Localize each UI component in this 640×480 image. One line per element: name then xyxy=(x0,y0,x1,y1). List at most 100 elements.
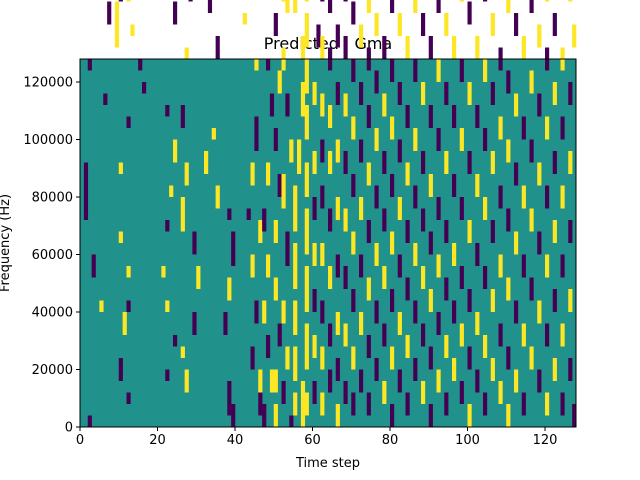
heatmap-cell xyxy=(328,323,333,347)
x-tick-label: 0 xyxy=(76,433,84,448)
heatmap-cell xyxy=(161,266,166,278)
heatmap-cell xyxy=(359,139,364,163)
heatmap-cell xyxy=(343,93,348,117)
y-tick-label: 120000 xyxy=(23,76,73,91)
heatmap-cell xyxy=(537,369,542,393)
heatmap-cell xyxy=(467,289,472,312)
heatmap-cell xyxy=(118,0,123,2)
heatmap-cell xyxy=(428,404,433,427)
heatmap-cell xyxy=(211,128,216,140)
heatmap-cell xyxy=(552,289,557,312)
heatmap-cell xyxy=(99,300,104,312)
heatmap-cell xyxy=(304,266,309,312)
heatmap-cell xyxy=(475,369,480,393)
heatmap-cell xyxy=(483,197,488,220)
heatmap-cell xyxy=(304,162,309,197)
heatmap-cell xyxy=(359,82,364,105)
heatmap-cell xyxy=(467,346,472,370)
heatmap-cell xyxy=(126,300,131,312)
heatmap-cell xyxy=(467,220,472,243)
heatmap-cell xyxy=(366,392,371,416)
heatmap-cell xyxy=(483,335,488,358)
heatmap-cell xyxy=(83,162,89,220)
heatmap-cell xyxy=(281,381,286,404)
heatmap-cell xyxy=(320,0,325,2)
heatmap-cell xyxy=(165,369,170,381)
plot-frame xyxy=(79,58,577,428)
heatmap-cell xyxy=(490,151,495,174)
heatmap-cell xyxy=(285,0,290,13)
heatmap-cell xyxy=(304,105,309,140)
heatmap-cell xyxy=(397,13,402,36)
heatmap-cell xyxy=(250,162,255,186)
heatmap-cell xyxy=(459,266,464,289)
heatmap-cell xyxy=(142,82,147,94)
heatmap-cell xyxy=(118,162,123,174)
heatmap-cell xyxy=(390,404,395,427)
heatmap-cell xyxy=(452,36,457,59)
heatmap-cell xyxy=(568,82,573,105)
heatmap-cell xyxy=(397,312,402,335)
heatmap-cell xyxy=(397,254,402,278)
heatmap-cell xyxy=(397,197,402,220)
heatmap-cell xyxy=(545,0,550,2)
heatmap-cell xyxy=(335,24,340,48)
heatmap-cell xyxy=(165,300,170,312)
heatmap-cell xyxy=(269,93,275,117)
heatmap-cell xyxy=(351,59,356,82)
heatmap-cell xyxy=(297,139,302,174)
heatmap-cell xyxy=(537,24,542,48)
heatmap-cell xyxy=(459,128,464,151)
heatmap-cell xyxy=(397,139,402,163)
heatmap-cell xyxy=(231,231,236,266)
y-tick-label: 100000 xyxy=(23,133,73,148)
x-tick-label: 60 xyxy=(304,433,321,448)
heatmap-cell xyxy=(126,266,131,278)
heatmap-cell xyxy=(328,0,333,13)
heatmap-cell xyxy=(514,369,519,393)
heatmap-cell xyxy=(483,128,488,151)
heatmap-cell xyxy=(382,36,387,59)
heatmap-cell xyxy=(304,323,309,370)
heatmap-cell xyxy=(444,335,449,358)
heatmap-cell xyxy=(483,392,488,416)
y-axis: 0 20000 40000 60000 80000 100000 120000 xyxy=(23,76,80,436)
heatmap-cell xyxy=(374,185,379,209)
heatmap-cell xyxy=(514,93,519,117)
heatmap-cell xyxy=(343,0,348,2)
heatmap-cell xyxy=(285,231,290,266)
heatmap-cell xyxy=(459,59,464,82)
heatmap-cell xyxy=(421,381,426,404)
heatmap-cell xyxy=(231,404,236,427)
heatmap-cell xyxy=(227,277,232,301)
heatmap-cell xyxy=(293,346,298,381)
heatmap-cell xyxy=(475,36,480,59)
heatmap-cell xyxy=(537,162,542,186)
heatmap-cell xyxy=(188,0,193,2)
heatmap-cell xyxy=(452,174,457,197)
heatmap-cell xyxy=(281,0,286,2)
heatmap-cell xyxy=(506,277,511,301)
heatmap-cell xyxy=(444,220,449,243)
heatmap-cell xyxy=(514,231,519,255)
heatmap-cell xyxy=(506,139,511,163)
heatmap-cell xyxy=(258,220,263,243)
heatmap-cell xyxy=(390,59,395,82)
heatmap-cell xyxy=(490,358,495,381)
heatmap-cell xyxy=(537,300,542,324)
heatmap-cell xyxy=(545,116,550,140)
heatmap-cell xyxy=(107,1,112,25)
heatmap-cell xyxy=(103,93,108,105)
heatmap-cell xyxy=(428,231,433,255)
heatmap-cell xyxy=(537,231,542,255)
heatmap-cell xyxy=(328,369,333,393)
heatmap-cell xyxy=(421,323,426,347)
heatmap-cell xyxy=(215,185,220,209)
heatmap-cell xyxy=(506,70,511,94)
heatmap-cell xyxy=(560,254,565,278)
heatmap-cell xyxy=(521,323,526,347)
heatmap-cell xyxy=(285,93,290,117)
x-tick-label: 120 xyxy=(533,433,558,448)
heatmap-cell xyxy=(428,289,433,312)
heatmap-cells xyxy=(80,0,577,427)
